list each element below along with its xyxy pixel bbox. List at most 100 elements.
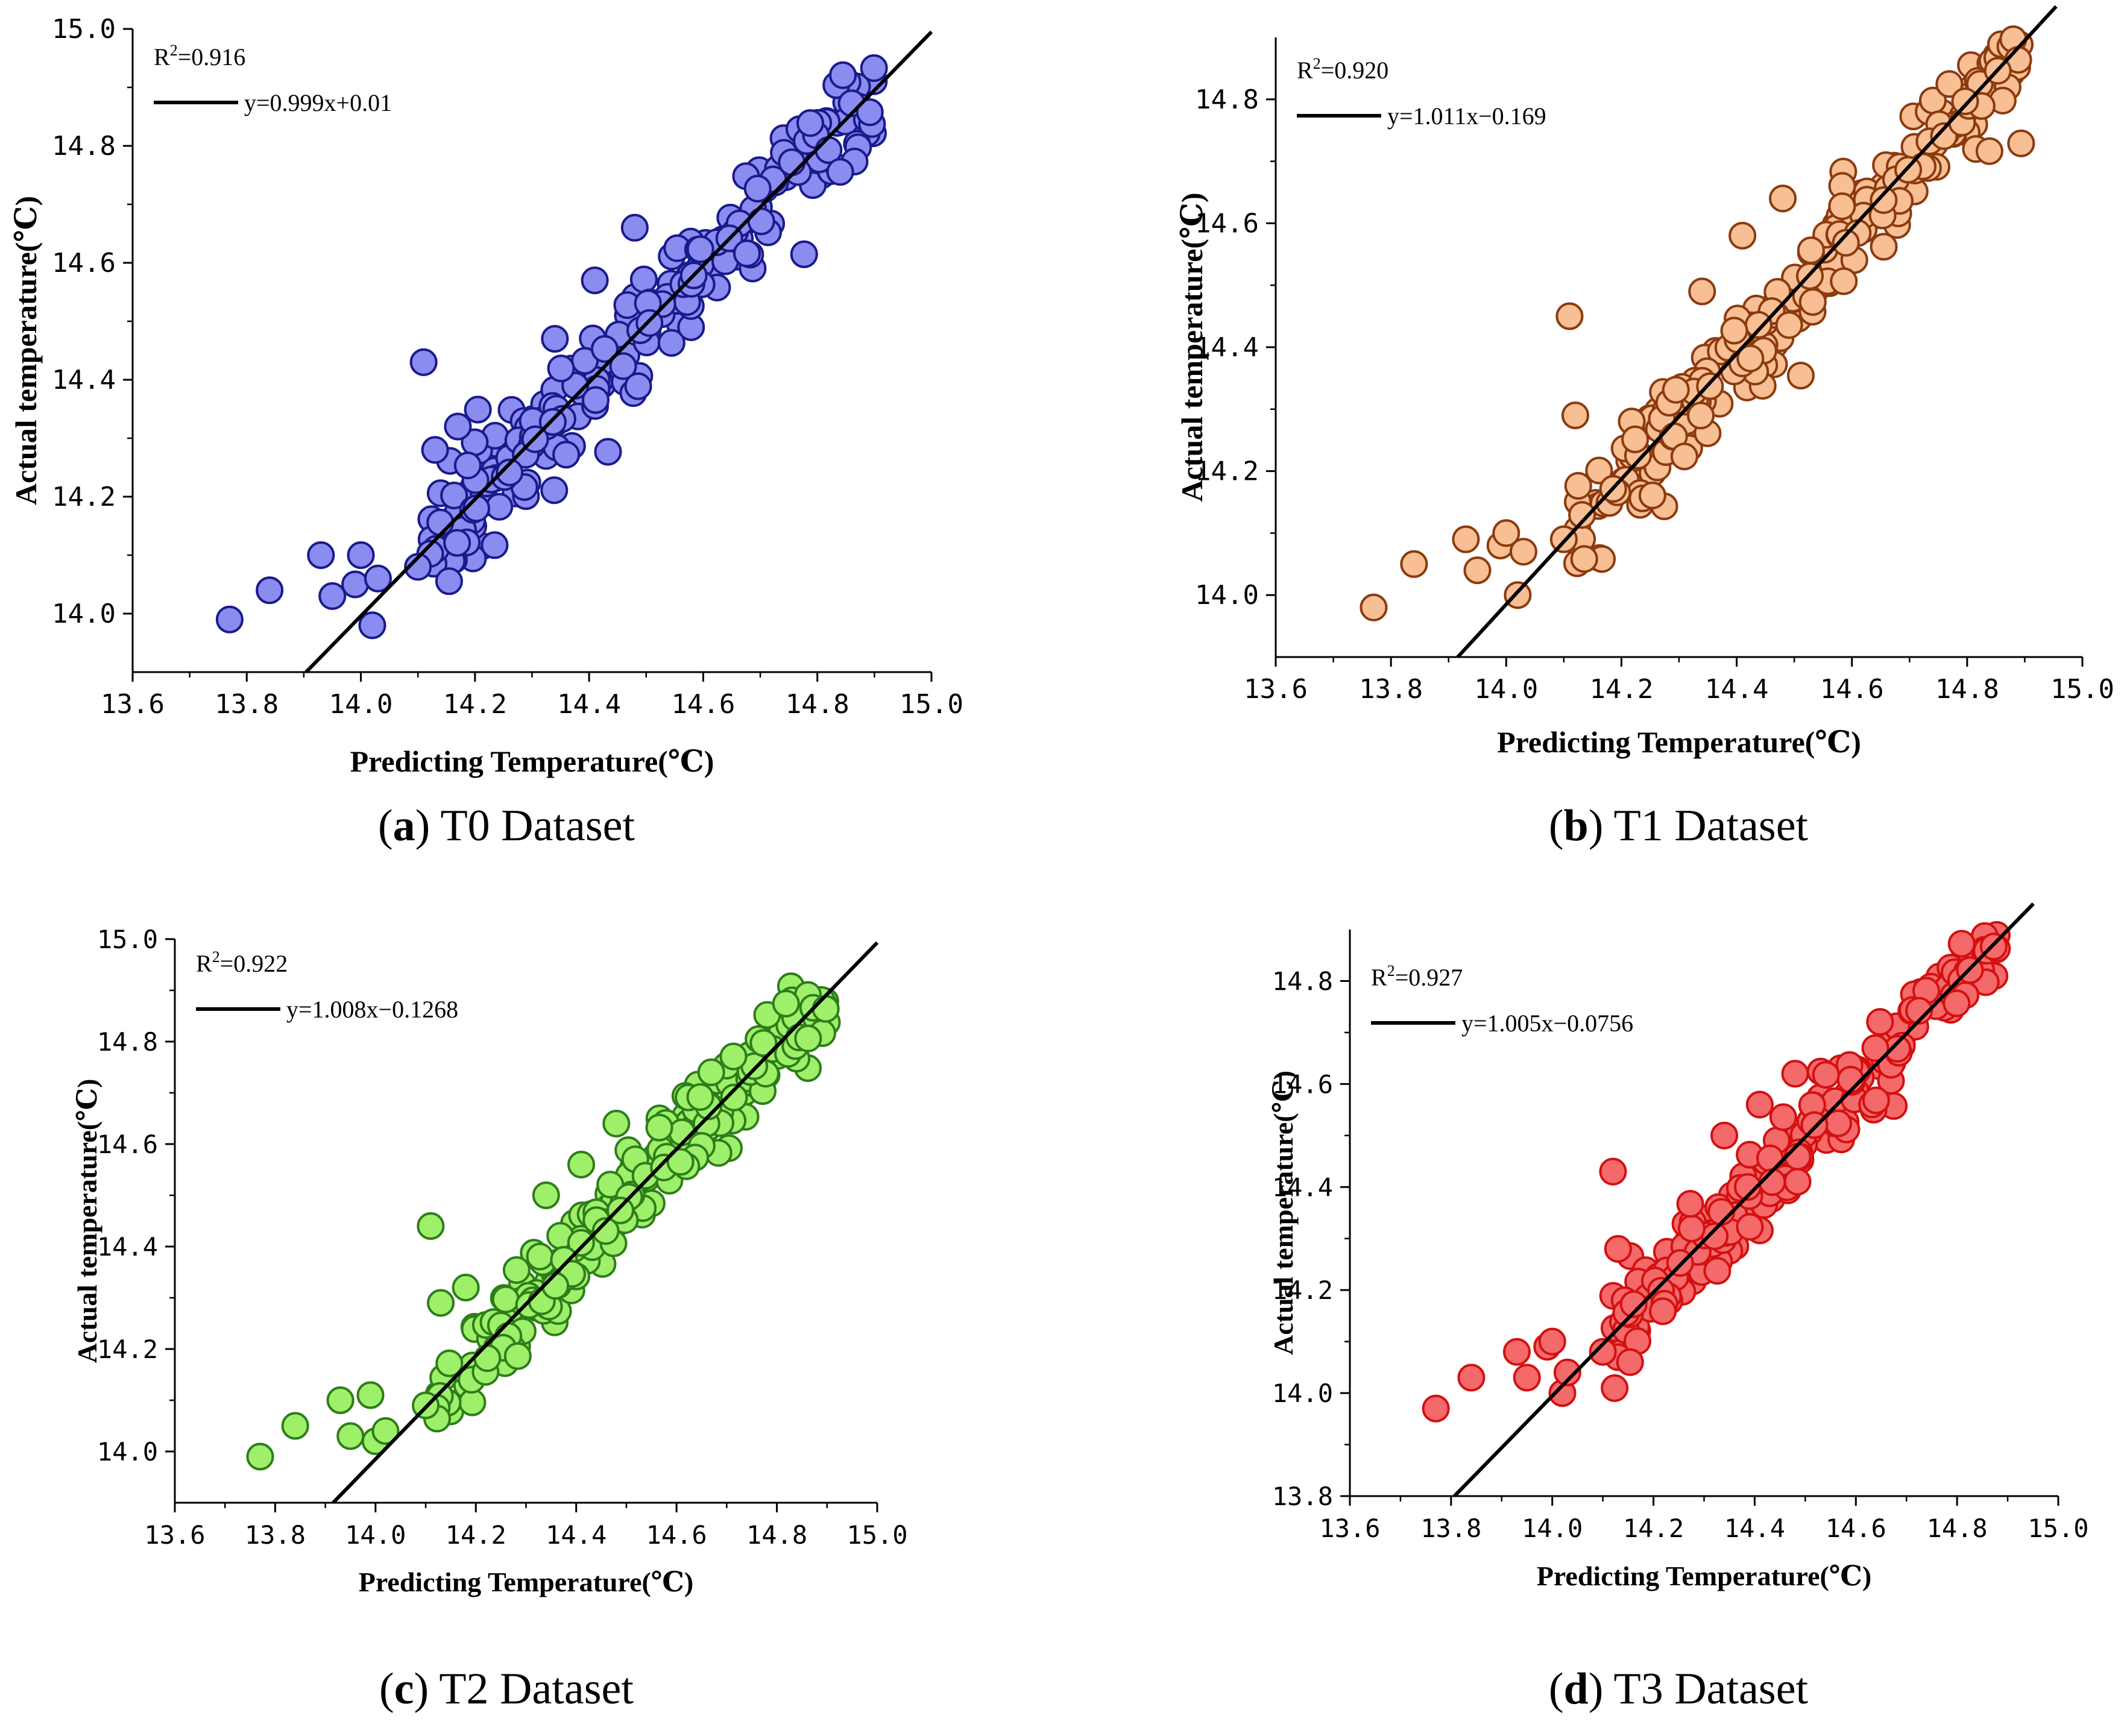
data-point <box>358 611 386 640</box>
x-axis-label: Predicting Temperature(℃) <box>359 1567 694 1597</box>
data-point <box>1504 581 1532 609</box>
y-tick-label: 14.8 <box>1195 84 1259 115</box>
panel-d: 13.6 13.8 14.0 14.2 14.4 14.6 14.8 15.0 13.8 14.0… <box>1064 868 2127 1736</box>
data-point <box>790 240 818 268</box>
data-point <box>1616 1348 1644 1376</box>
data-point <box>417 1212 445 1240</box>
caption-letter: a <box>392 801 415 851</box>
data-point <box>747 207 775 236</box>
data-point <box>1400 550 1428 578</box>
data-point <box>443 529 471 557</box>
x-tick-label: 14.4 <box>546 1520 607 1550</box>
data-point <box>1728 221 1757 250</box>
data-point <box>552 441 581 469</box>
data-point <box>526 1242 554 1271</box>
data-point <box>404 553 432 581</box>
y-tick-label: 14.2 <box>1195 456 1259 487</box>
data-point <box>1670 442 1698 471</box>
data-point <box>1775 311 1803 339</box>
y-tick-label: 15.0 <box>52 14 116 45</box>
data-point <box>2007 129 2035 157</box>
r2-label: R2=0.922 <box>196 948 288 977</box>
y-tick-label: 14.6 <box>1272 1069 1333 1099</box>
data-point <box>356 1381 385 1409</box>
y-tick-label: 14.4 <box>97 1232 158 1262</box>
y-tick-label: 14.8 <box>97 1027 158 1057</box>
x-tick-label: 14.6 <box>671 689 735 720</box>
fit-equation-label: y=1.011x−0.169 <box>1387 102 1546 130</box>
data-point <box>582 386 610 414</box>
caption-d: (d) T3 Dataset <box>1548 1664 1809 1714</box>
data-point <box>624 372 652 400</box>
data-point <box>1589 1338 1617 1366</box>
x-tick-label: 13.6 <box>1244 674 1308 705</box>
y-tick-label: 15.0 <box>97 925 158 954</box>
data-point <box>541 325 569 353</box>
fit-equation-label: y=1.008x−0.1268 <box>286 996 458 1023</box>
scatter-chart-c: 13.6 13.8 14.0 14.2 14.4 14.6 14.8 15.0 14.0 14.2… <box>72 925 908 1597</box>
data-point <box>778 148 806 177</box>
data-point <box>1513 1363 1541 1392</box>
data-point <box>1870 233 1898 261</box>
caption-letter: b <box>1563 801 1589 851</box>
x-tick-label: 14.2 <box>443 689 507 720</box>
data-point <box>1797 236 1825 265</box>
data-point <box>326 1386 354 1414</box>
data-point <box>1601 1374 1629 1402</box>
data-point <box>1943 989 1971 1017</box>
x-tick-label: 14.0 <box>345 1520 406 1550</box>
data-point <box>1935 70 1964 98</box>
y-tick-label: 14.8 <box>1272 966 1333 996</box>
data-point <box>1599 1157 1627 1186</box>
data-point <box>1769 1103 1797 1131</box>
y-tick-label: 14.4 <box>1272 1172 1333 1202</box>
data-point <box>1975 137 2003 165</box>
data-point <box>1553 1358 1581 1386</box>
data-point <box>1638 481 1666 509</box>
data-point <box>502 1256 531 1285</box>
data-point <box>318 582 347 610</box>
scatter-chart-b: 13.6 13.8 14.0 14.2 14.4 14.6 14.8 15.0 14.0 14.2… <box>1175 5 2114 759</box>
data-point <box>1463 556 1492 585</box>
data-point <box>541 1272 570 1300</box>
y-tick-label: 14.6 <box>1195 208 1259 239</box>
x-tick-label: 14.4 <box>557 689 621 720</box>
data-point <box>1564 471 1592 500</box>
fit-line <box>1456 5 2058 659</box>
y-tick-label: 14.0 <box>1272 1379 1333 1408</box>
data-point <box>1509 538 1537 566</box>
data-point <box>1422 1394 1450 1423</box>
data-point <box>532 1181 560 1209</box>
x-tick-label: 15.0 <box>2028 1514 2088 1543</box>
data-point <box>491 1285 520 1313</box>
data-point <box>307 541 335 569</box>
data-point <box>590 335 619 363</box>
data-point <box>409 348 438 376</box>
fit-line <box>1453 902 2035 1498</box>
y-tick-label: 14.0 <box>97 1437 158 1467</box>
x-axis-label: Predicting Temperature(℃) <box>1537 1561 1872 1591</box>
data-point <box>1585 456 1613 485</box>
data-point <box>581 266 609 295</box>
x-axis-label: Predicting Temperature(℃) <box>1497 725 1861 759</box>
data-point <box>1492 519 1520 547</box>
y-tick-label: 13.8 <box>1272 1482 1333 1511</box>
fit-line <box>304 30 933 674</box>
data-point <box>246 1442 274 1471</box>
r2-label: R2=0.916 <box>154 42 245 71</box>
data-points <box>246 972 841 1471</box>
data-point <box>856 98 884 127</box>
data-point <box>440 481 468 509</box>
data-point <box>567 1228 595 1257</box>
data-point <box>645 1113 673 1142</box>
data-point <box>256 576 284 605</box>
data-point <box>591 1217 620 1245</box>
data-point <box>1688 277 1716 306</box>
caption-text: T1 Dataset <box>1613 801 1809 851</box>
data-point <box>1687 401 1715 430</box>
r2-label: R2=0.927 <box>1371 962 1463 991</box>
data-point <box>811 995 840 1023</box>
data-point <box>473 1344 502 1373</box>
data-point <box>1769 184 1797 213</box>
data-point <box>427 1289 455 1317</box>
